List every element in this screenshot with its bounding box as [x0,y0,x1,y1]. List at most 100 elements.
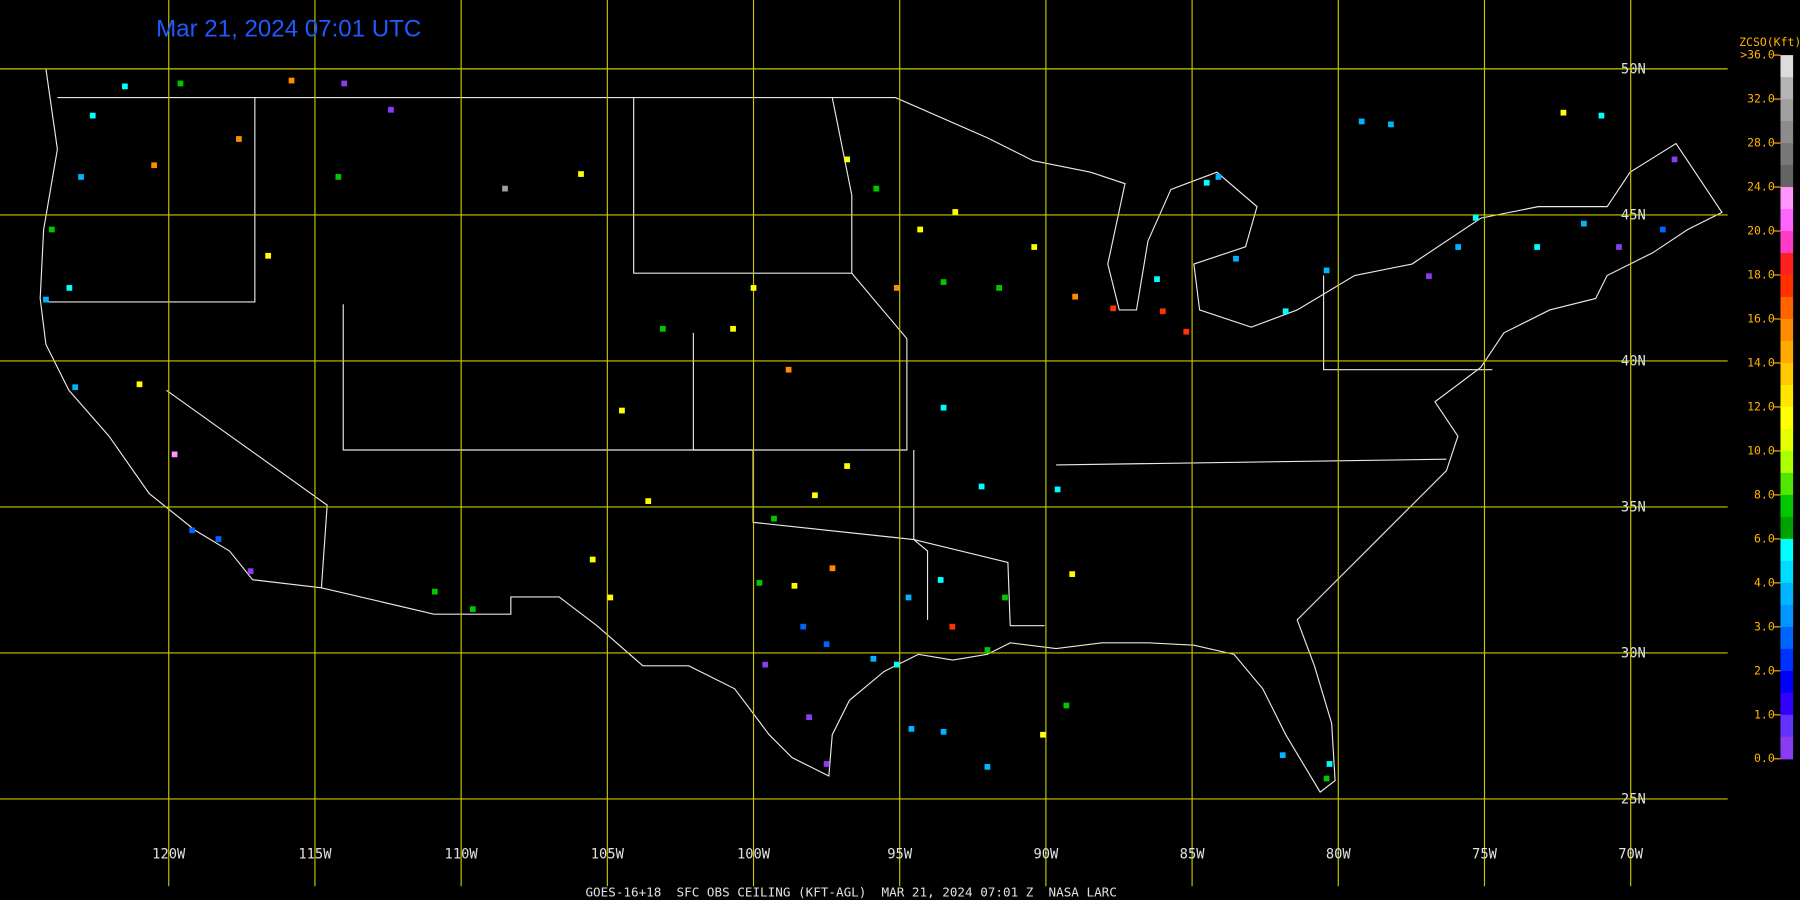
station-obs [215,536,222,542]
state-line [913,450,1045,627]
station-obs [1616,244,1622,250]
title: Mar 21, 2024 07:01 UTC [156,16,421,43]
station-obs [1598,112,1605,119]
scale-segment [1780,714,1794,738]
station-obs [136,381,143,388]
station-obs [1472,214,1479,221]
station-obs [469,606,476,613]
scale-label: 3.0 [1754,619,1775,633]
station-obs [800,623,807,630]
lon-label: 120W [152,847,186,863]
station-obs [1323,267,1330,274]
station-obs [1215,174,1222,180]
lon-label: 95W [887,847,913,863]
station-obs [66,285,73,291]
station-obs [72,384,79,391]
station-obs [1282,308,1289,315]
station-obs [785,366,792,373]
scale-label: 0.0 [1754,751,1775,765]
station-obs [823,761,830,767]
station-obs [905,594,912,601]
station-obs [619,407,625,414]
lat-label: 25N [1621,792,1646,808]
scale-segment [1780,143,1794,166]
station-obs [940,404,947,411]
station-obs [1426,273,1432,280]
station-obs [917,226,924,233]
lon-label: 80W [1326,847,1352,863]
station-obs [730,325,736,332]
station-obs [1054,486,1061,493]
station-obs [829,565,836,572]
station-obs [756,579,763,586]
scale-segment [1780,209,1794,232]
scale-label: 8.0 [1754,487,1775,501]
lat-label: 30N [1621,646,1646,662]
scale-segment [1780,99,1794,122]
station-obs [1455,244,1462,250]
scale-label: 2.0 [1754,663,1775,677]
station-obs [265,252,272,259]
station-obs [984,647,991,653]
station-obs [949,623,956,630]
station-obs [771,515,777,522]
station-obs [388,106,394,113]
us-outline [39,68,1723,793]
scale-segment [1780,340,1794,364]
scale-segment [1780,121,1794,144]
station-obs [1534,244,1540,250]
color-scale: ZCSO(Kft)>36.0 32.0 28.0 24.0 20.0 18.0 16.0 14… [1739,35,1800,765]
scale-segment [1780,494,1794,518]
station-obs [1040,731,1046,738]
station-obs [43,296,49,303]
lon-label: 105W [591,847,625,863]
station-obs [952,209,959,215]
station-obs [1233,255,1239,262]
scale-segment [1780,560,1794,584]
station-obs [660,325,666,332]
scale-segment [1780,406,1794,430]
station-obs [1326,761,1333,767]
scale-segment [1780,516,1794,540]
station-obs [791,582,798,589]
station-obs [1671,156,1678,163]
lon-label: 75W [1472,847,1498,863]
lat-label: 40N [1621,354,1646,370]
scale-label: 16.0 [1747,311,1775,325]
station-obs [1659,226,1666,233]
station-obs [1388,121,1394,128]
station-obs [607,594,614,601]
lon-label: 100W [737,847,771,863]
scale-segment [1780,472,1794,496]
station-obs [823,641,830,648]
scale-label: 32.0 [1747,92,1775,106]
station-obs [1159,308,1166,315]
station-obs [171,451,178,458]
graticule: 50N 45N 40N 35N 30N 25N 120W 115W 110W 105W 100W 95… [0,0,1728,887]
scale-label: 12.0 [1747,399,1775,413]
station-obs [1069,571,1076,577]
lat-label: 35N [1621,500,1646,516]
station-obs [812,492,818,499]
station-obs [247,568,254,575]
station-obs [908,726,915,732]
legend-title: ZCSO(Kft) [1739,35,1800,49]
station-obs [236,136,242,142]
scale-segment [1780,626,1794,650]
station-obs [645,498,652,504]
scale-segment [1780,736,1794,760]
station-obs [189,527,196,534]
scale-label: 28.0 [1747,136,1775,150]
station-obs [940,279,947,285]
scale-label: 1.0 [1754,707,1775,721]
station-obs [893,285,900,291]
lon-label: 90W [1033,847,1059,863]
scale-label: 6.0 [1754,531,1775,545]
station-obs [984,763,991,770]
station-obs [873,185,880,192]
station-obs [1063,702,1070,709]
lon-label: 70W [1618,847,1644,863]
scale-segment [1780,538,1794,562]
station-obs [288,77,295,84]
station-obs [870,655,877,662]
